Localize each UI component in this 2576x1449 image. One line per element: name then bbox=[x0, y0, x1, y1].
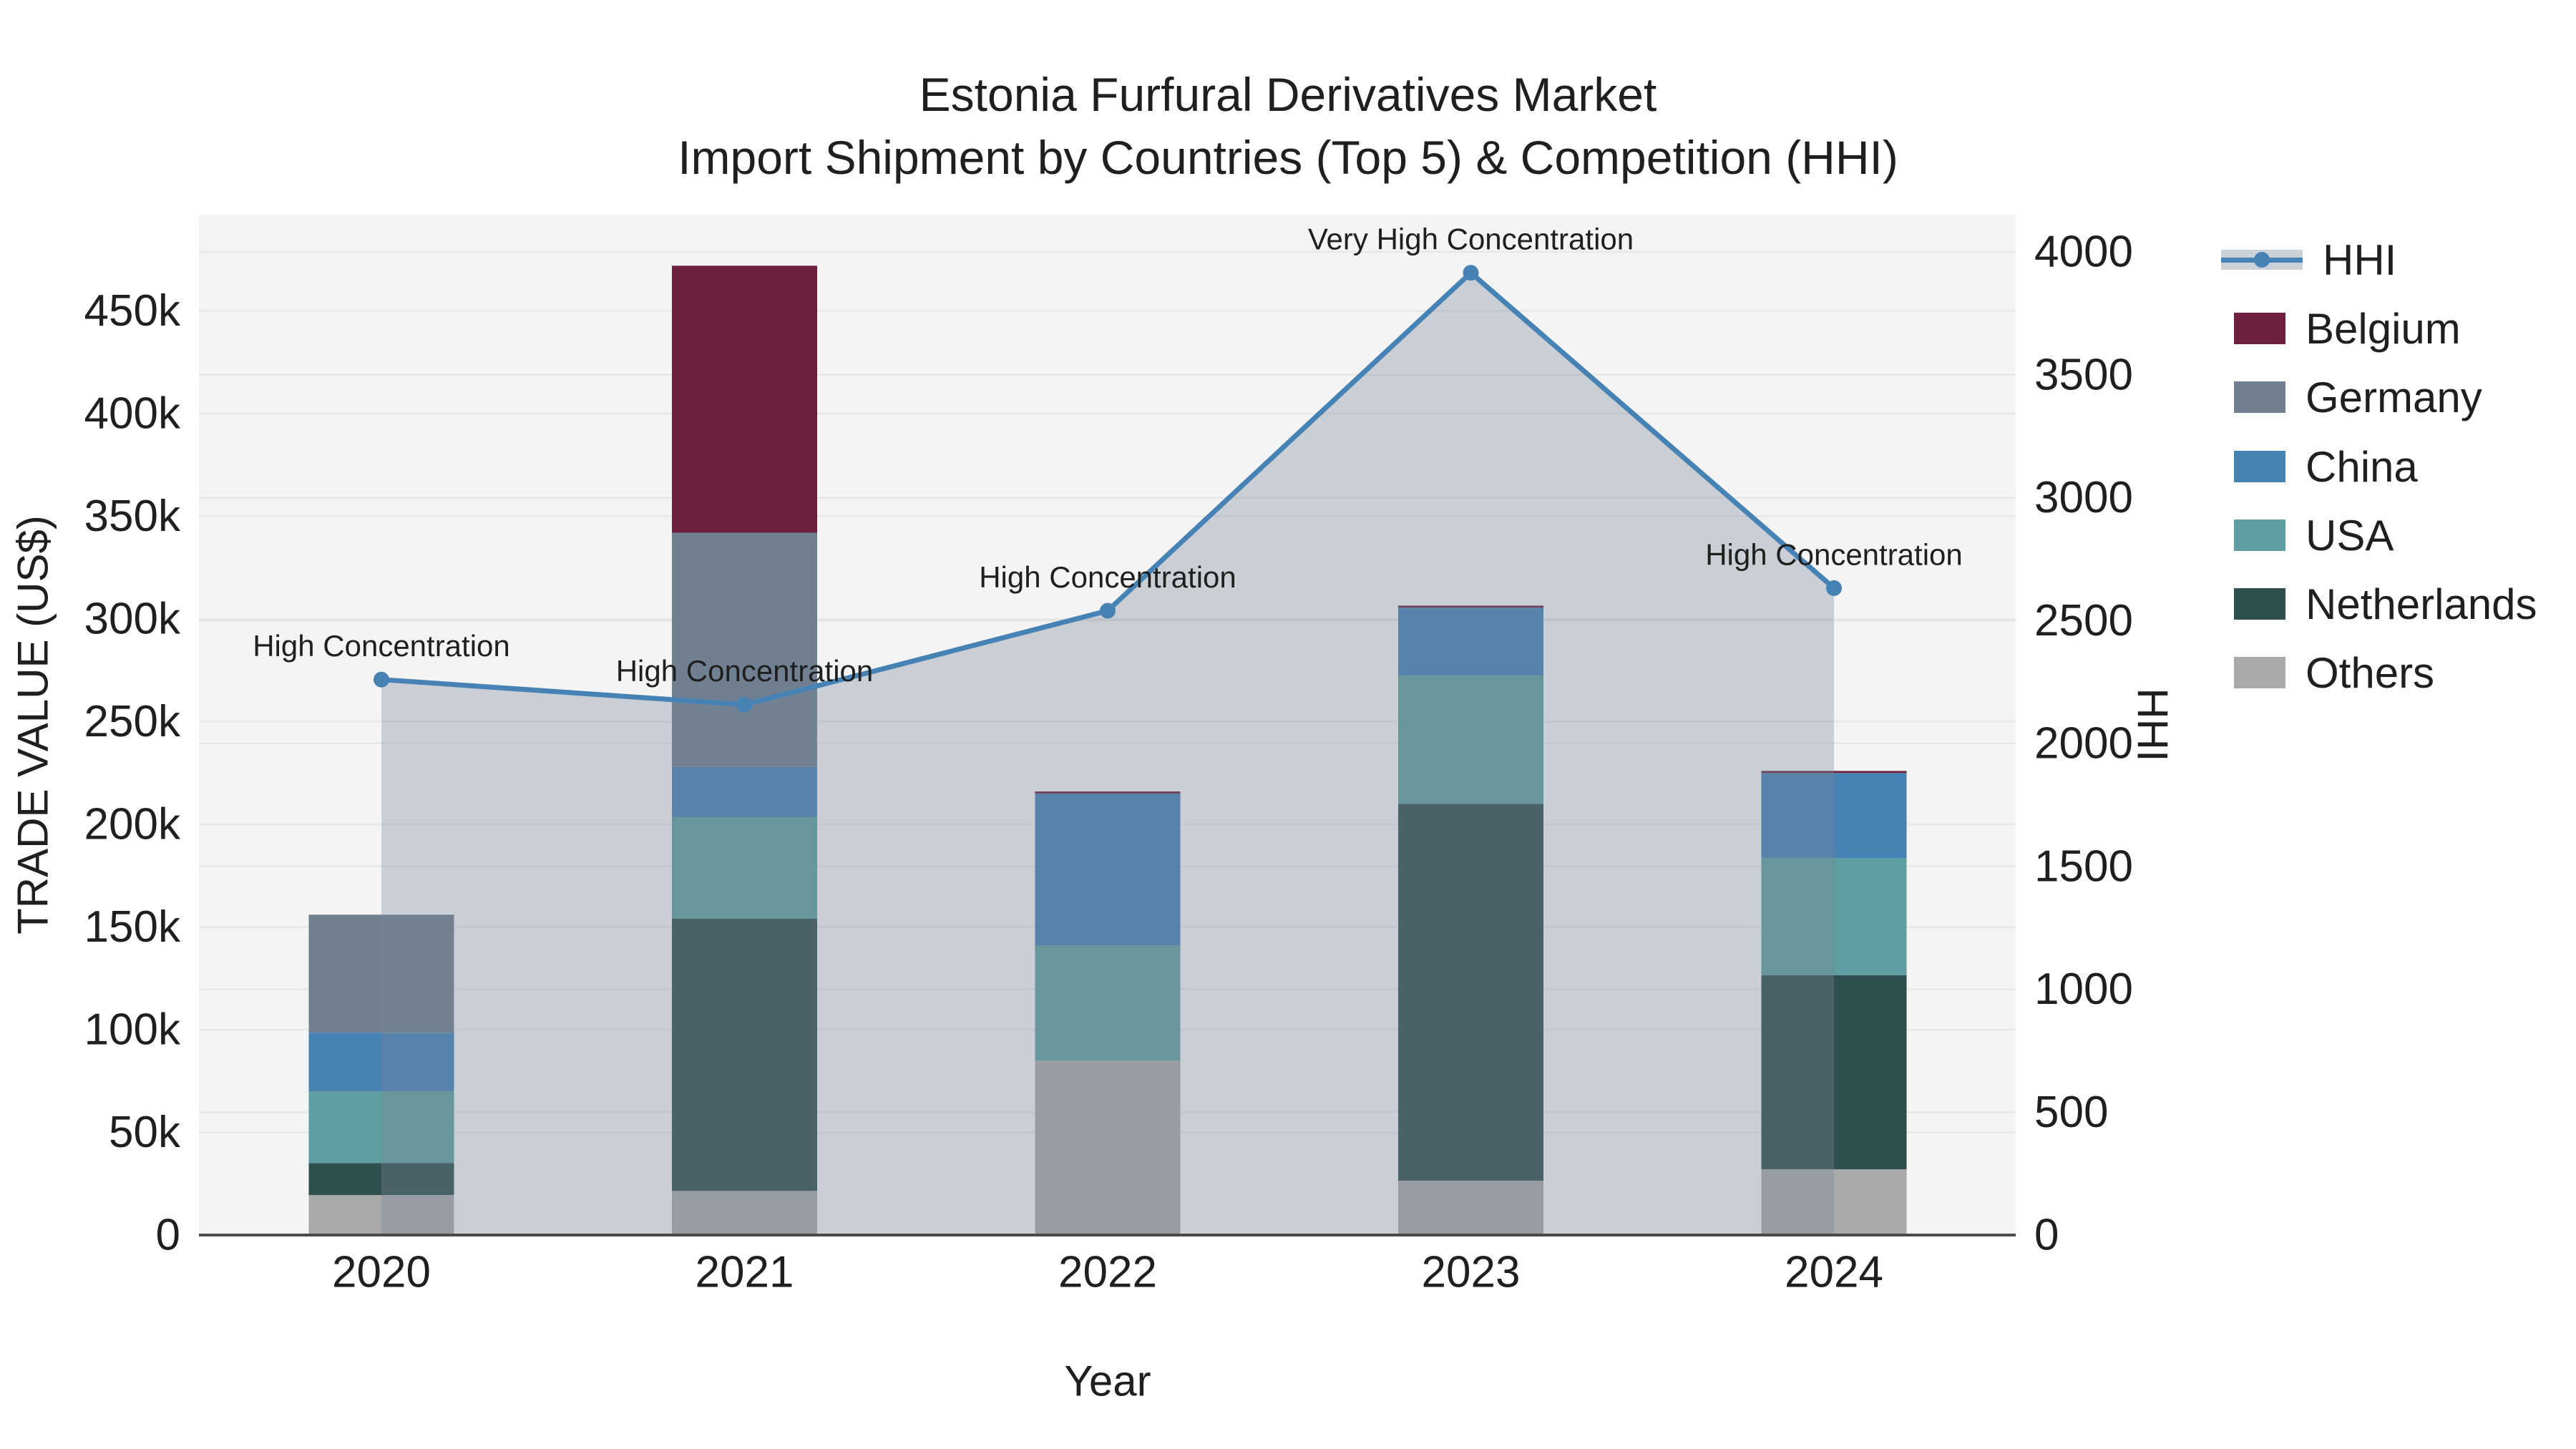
legend-label-netherlands: Netherlands bbox=[2306, 580, 2537, 628]
annotation-2024: High Concentration bbox=[1705, 537, 1963, 571]
bar-segment-2020-germany[interactable] bbox=[308, 914, 454, 1033]
bar-segment-2021-netherlands[interactable] bbox=[672, 919, 817, 1191]
legend-swatch-others bbox=[2234, 657, 2285, 688]
bar-segment-2020-others[interactable] bbox=[308, 1195, 454, 1235]
x-tick-label: 2024 bbox=[1785, 1248, 1883, 1297]
hhi-area-fill bbox=[381, 273, 1834, 1235]
hhi-marker-2020[interactable] bbox=[374, 671, 389, 688]
left-tick-label: 100k bbox=[84, 1005, 181, 1055]
right-tick-label: 3000 bbox=[2034, 473, 2133, 522]
legend-item-usa[interactable]: USA bbox=[2211, 501, 2394, 570]
right-tick-label: 1500 bbox=[2034, 841, 2133, 891]
legend-swatch-belgium bbox=[2234, 313, 2285, 344]
bar-segment-2024-china[interactable] bbox=[1761, 773, 1907, 859]
chart-title: Estonia Furfural Derivatives Market Impo… bbox=[0, 63, 2576, 189]
bar-segment-2024-belgium[interactable] bbox=[1761, 771, 1907, 774]
x-axis-title: Year bbox=[1064, 1357, 1151, 1405]
legend-swatch-usa bbox=[2234, 519, 2285, 551]
legend-item-germany[interactable]: Germany bbox=[2211, 363, 2482, 431]
left-tick-label: 450k bbox=[84, 286, 181, 336]
legend-label-others: Others bbox=[2306, 648, 2435, 697]
bar-segment-2023-usa[interactable] bbox=[1398, 675, 1543, 804]
bar-segment-2024-others[interactable] bbox=[1761, 1169, 1907, 1235]
annotation-2022: High Concentration bbox=[979, 560, 1236, 594]
chart-title-line1: Estonia Furfural Derivatives Market bbox=[919, 68, 1657, 121]
legend-label-hhi: HHI bbox=[2323, 235, 2397, 284]
hhi-line-legend-icon bbox=[2221, 244, 2303, 275]
legend-label-belgium: Belgium bbox=[2306, 304, 2461, 353]
bar-segment-2023-netherlands[interactable] bbox=[1398, 804, 1543, 1181]
left-axis-title: TRADE VALUE (US$) bbox=[9, 515, 57, 935]
bar-segment-2024-netherlands[interactable] bbox=[1761, 975, 1907, 1170]
annotation-2021: High Concentration bbox=[616, 654, 874, 688]
right-tick-label: 500 bbox=[2034, 1088, 2108, 1137]
annotation-2023: Very High Concentration bbox=[1308, 223, 1634, 256]
legend-item-others[interactable]: Others bbox=[2211, 638, 2434, 707]
right-tick-label: 3500 bbox=[2034, 350, 2133, 399]
legend-label-usa: USA bbox=[2306, 511, 2394, 560]
left-tick-label: 250k bbox=[84, 697, 181, 746]
x-tick-label: 2020 bbox=[332, 1248, 431, 1297]
hhi-marker-icon bbox=[2254, 252, 2270, 268]
legend-swatch-netherlands bbox=[2234, 588, 2285, 620]
legend-item-netherlands[interactable]: Netherlands bbox=[2211, 570, 2537, 638]
bar-segment-2021-germany[interactable] bbox=[672, 532, 817, 767]
x-tick-label: 2021 bbox=[696, 1248, 794, 1297]
right-axis-title: HHI bbox=[2128, 688, 2177, 762]
bar-segment-2023-china[interactable] bbox=[1398, 608, 1543, 675]
bar-segment-2020-china[interactable] bbox=[308, 1033, 454, 1092]
hhi-marker-2022[interactable] bbox=[1100, 602, 1116, 619]
left-tick-label: 300k bbox=[84, 595, 181, 644]
bar-segment-2022-china[interactable] bbox=[1035, 793, 1181, 946]
bar-segment-2021-belgium[interactable] bbox=[672, 265, 817, 533]
bar-segment-2023-others[interactable] bbox=[1398, 1180, 1543, 1235]
annotation-2020: High Concentration bbox=[253, 629, 510, 663]
left-tick-label: 0 bbox=[156, 1211, 180, 1260]
x-tick-label: 2022 bbox=[1058, 1248, 1157, 1297]
right-tick-label: 4000 bbox=[2034, 228, 2133, 277]
legend-item-hhi[interactable]: HHI bbox=[2211, 225, 2396, 294]
legend-label-germany: Germany bbox=[2306, 373, 2482, 421]
bar-segment-2022-belgium[interactable] bbox=[1035, 791, 1181, 794]
left-tick-label: 350k bbox=[84, 492, 181, 541]
x-tick-label: 2023 bbox=[1422, 1248, 1521, 1297]
bar-segment-2022-others[interactable] bbox=[1035, 1060, 1181, 1235]
left-tick-label: 400k bbox=[84, 389, 181, 439]
legend-swatch-china bbox=[2234, 451, 2285, 482]
right-tick-label: 0 bbox=[2034, 1211, 2059, 1260]
left-tick-label: 50k bbox=[109, 1108, 181, 1157]
legend-swatch-germany bbox=[2234, 381, 2285, 413]
bar-segment-2022-usa[interactable] bbox=[1035, 945, 1181, 1061]
legend-item-belgium[interactable]: Belgium bbox=[2211, 294, 2461, 363]
legend-item-china[interactable]: China bbox=[2211, 432, 2418, 501]
bar-segment-2020-usa[interactable] bbox=[308, 1091, 454, 1163]
bar-segment-2024-usa[interactable] bbox=[1761, 858, 1907, 975]
hhi-marker-2024[interactable] bbox=[1826, 580, 1842, 596]
bar-segment-2021-usa[interactable] bbox=[672, 816, 817, 919]
left-tick-label: 150k bbox=[84, 902, 181, 952]
bar-segment-2020-netherlands[interactable] bbox=[308, 1163, 454, 1196]
right-tick-label: 2000 bbox=[2034, 719, 2133, 769]
hhi-marker-2023[interactable] bbox=[1463, 265, 1479, 281]
right-tick-label: 1000 bbox=[2034, 965, 2133, 1014]
left-tick-label: 200k bbox=[84, 800, 181, 849]
chart-title-line2: Import Shipment by Countries (Top 5) & C… bbox=[678, 131, 1898, 184]
right-tick-label: 2500 bbox=[2034, 596, 2133, 645]
hhi-marker-2021[interactable] bbox=[736, 696, 753, 713]
bar-segment-2021-others[interactable] bbox=[672, 1191, 817, 1235]
legend-label-china: China bbox=[2306, 442, 2418, 491]
bar-segment-2021-china[interactable] bbox=[672, 766, 817, 817]
bar-segment-2023-belgium[interactable] bbox=[1398, 605, 1543, 608]
